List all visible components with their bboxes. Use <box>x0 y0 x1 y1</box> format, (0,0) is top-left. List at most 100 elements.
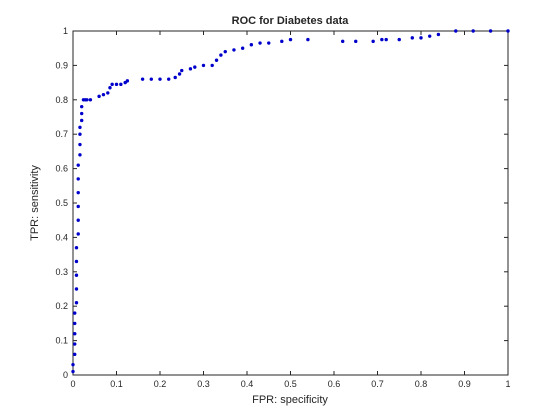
y-tick-label: 0.1 <box>55 336 68 346</box>
roc-point <box>280 39 284 44</box>
x-tick-label: 0.6 <box>328 379 341 389</box>
roc-point <box>149 77 153 81</box>
roc-point <box>188 67 193 71</box>
roc-point <box>71 369 75 374</box>
roc-point <box>354 39 358 44</box>
roc-point <box>341 39 345 44</box>
roc-point <box>471 29 475 33</box>
roc-point <box>180 68 184 73</box>
y-tick-label: 0.3 <box>55 267 68 277</box>
roc-point <box>258 41 262 45</box>
roc-point <box>210 63 214 68</box>
roc-point <box>193 65 197 69</box>
roc-point <box>106 91 110 95</box>
roc-point <box>288 37 293 42</box>
roc-point <box>74 287 79 291</box>
roc-point <box>73 352 77 357</box>
x-tick-label: 0.2 <box>154 379 167 389</box>
roc-point <box>108 86 112 90</box>
roc-point <box>76 190 80 195</box>
roc-point <box>397 37 401 42</box>
roc-point <box>371 39 375 44</box>
roc-point <box>74 273 79 277</box>
roc-point <box>73 342 77 346</box>
roc-point <box>177 72 182 76</box>
y-tick-label: 1 <box>63 26 68 36</box>
roc-point <box>223 49 227 54</box>
axis-ticks: 0 0.1 0.2 0.3 0.4 0.5 0.6 0.7 0.8 0.9 1 0 0.1 0.2 0.3 0… <box>55 26 510 389</box>
x-tick-label: 0.9 <box>458 379 471 389</box>
roc-point <box>410 36 414 40</box>
roc-point <box>76 232 80 236</box>
roc-points <box>71 29 510 374</box>
x-tick-label: 1 <box>505 379 510 389</box>
roc-point <box>140 77 145 81</box>
y-tick-label: 0.7 <box>55 129 68 139</box>
roc-point <box>74 246 79 250</box>
roc-point <box>125 79 130 83</box>
y-tick-label: 0.5 <box>55 198 68 208</box>
roc-point <box>488 29 493 33</box>
y-tick-label: 0.2 <box>55 301 68 311</box>
roc-point <box>73 321 77 326</box>
y-tick-label: 0.6 <box>55 164 68 174</box>
plot-area <box>72 30 509 376</box>
roc-point <box>101 92 106 97</box>
roc-point <box>306 37 310 42</box>
y-axis-label: TPR: sensitivity <box>29 165 41 241</box>
roc-point <box>78 142 82 147</box>
roc-point <box>436 32 441 37</box>
roc-point <box>214 58 219 62</box>
roc-point <box>428 34 432 38</box>
x-tick-label: 0.7 <box>371 379 384 389</box>
roc-point <box>201 63 206 68</box>
roc-point <box>80 104 84 109</box>
roc-point <box>80 118 84 123</box>
x-tick-label: 0.1 <box>110 379 123 389</box>
roc-point <box>80 111 84 116</box>
x-axis-label: FPR: specificity <box>252 394 328 406</box>
x-tick-label: 0.4 <box>241 379 254 389</box>
x-tick-label: 0.8 <box>415 379 428 389</box>
x-tick-label: 0.5 <box>284 379 297 389</box>
roc-point <box>97 94 101 99</box>
roc-point <box>419 36 423 40</box>
roc-point <box>78 125 82 130</box>
roc-point <box>78 132 82 136</box>
roc-point <box>78 153 82 157</box>
roc-point <box>167 77 171 81</box>
x-tick-label: 0.3 <box>197 379 210 389</box>
roc-point <box>88 98 93 102</box>
roc-point <box>73 311 77 315</box>
roc-point <box>249 43 254 47</box>
chart-title: ROC for Diabetes data <box>232 15 350 27</box>
roc-point <box>380 37 384 42</box>
y-tick-label: 0.8 <box>55 95 68 105</box>
roc-point <box>76 177 80 181</box>
roc-point <box>76 218 80 222</box>
roc-point <box>506 29 510 33</box>
roc-point <box>173 75 177 80</box>
roc-point <box>240 46 245 50</box>
roc-point <box>267 41 271 45</box>
roc-point <box>73 332 77 336</box>
roc-point <box>110 82 114 87</box>
x-tick-label: 0 <box>70 379 75 389</box>
roc-point <box>74 259 79 264</box>
roc-point <box>74 301 79 305</box>
roc-point <box>85 98 89 102</box>
roc-point <box>119 82 123 87</box>
roc-point <box>232 48 236 52</box>
roc-point <box>71 362 75 367</box>
roc-point <box>454 29 458 33</box>
y-tick-label: 0 <box>63 370 68 380</box>
roc-point <box>219 53 223 57</box>
roc-point <box>384 37 388 42</box>
y-tick-label: 0.4 <box>55 232 68 242</box>
roc-point <box>76 204 80 209</box>
roc-point <box>158 77 162 81</box>
roc-point <box>76 163 80 167</box>
y-tick-label: 0.9 <box>55 60 68 70</box>
roc-point <box>114 82 119 87</box>
